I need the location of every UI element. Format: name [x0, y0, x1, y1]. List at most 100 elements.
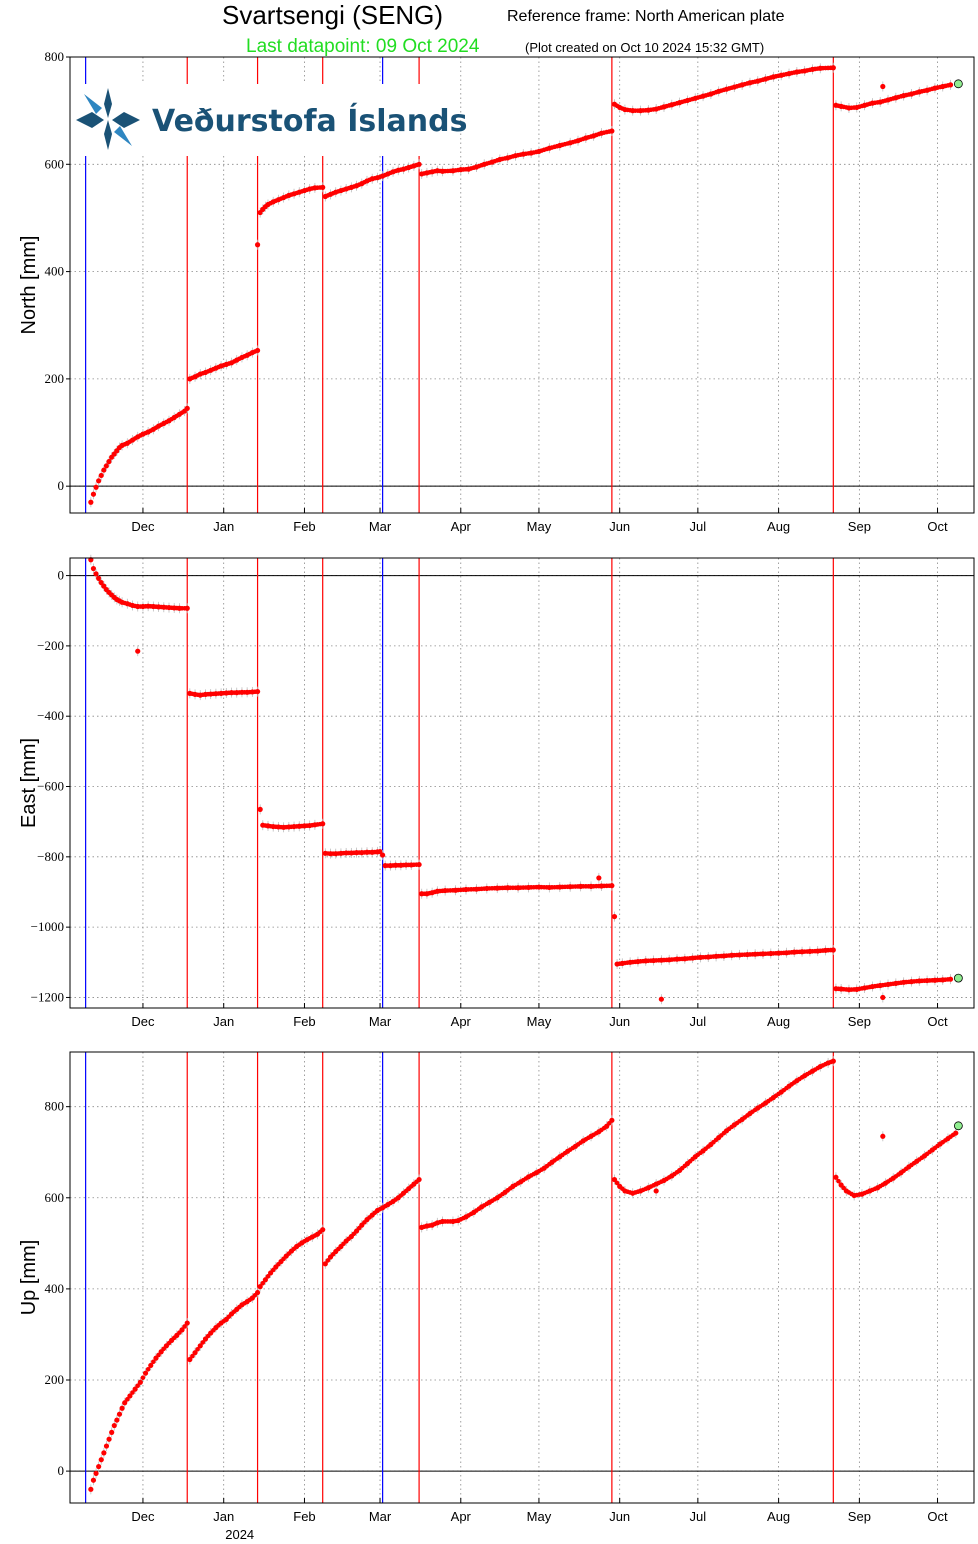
x-tick-label: Jul: [690, 1014, 707, 1029]
data-point: [254, 688, 261, 695]
data-point: [257, 806, 263, 812]
data-point: [254, 347, 261, 354]
last-datapoint-label: Last datapoint: 09 Oct 2024: [246, 36, 480, 57]
y-tick-label: −800: [37, 849, 64, 864]
data-point: [260, 1280, 266, 1286]
data-point: [254, 1289, 261, 1296]
data-point: [132, 1386, 138, 1392]
plot-frame: [69, 56, 975, 514]
data-point: [135, 1383, 141, 1388]
y-tick-label: 600: [45, 1190, 65, 1205]
y-tick-label: 400: [45, 1281, 65, 1296]
data-point: [98, 472, 104, 479]
data-point: [119, 1405, 125, 1411]
data-point: [257, 1284, 263, 1290]
x-tick-label: Mar: [369, 519, 392, 534]
y-tick-label: 800: [45, 1099, 65, 1114]
x-tick-label: Apr: [451, 1014, 472, 1029]
data-point: [93, 484, 99, 490]
x-tick-label: Dec: [131, 1509, 155, 1524]
x-tick-label: Sep: [848, 519, 871, 534]
data-point: [380, 852, 386, 858]
data-point: [200, 1340, 206, 1345]
data-point: [116, 1411, 123, 1417]
data-point: [953, 1130, 959, 1136]
y-tick-label: −600: [37, 779, 64, 794]
x-tick-label: Sep: [848, 1014, 871, 1029]
y-tick-label: −200: [37, 638, 64, 653]
data-point: [88, 1486, 94, 1492]
data-point: [320, 184, 326, 190]
chart-panel-up: 0 200 400 600 800 Dec Jan Feb Mar Apr May Jun Jul Aug…: [18, 1051, 975, 1542]
data-point: [880, 1133, 886, 1139]
data-point: [609, 883, 615, 889]
data-point: [880, 83, 886, 90]
data-point: [658, 996, 664, 1002]
x-tick-label: Aug: [767, 1014, 790, 1029]
x-tick-label: Jul: [690, 519, 707, 534]
x-tick-label: Mar: [369, 1509, 392, 1524]
y-tick-label: 600: [45, 156, 65, 171]
data-point: [830, 65, 836, 71]
last-data-point: [953, 973, 963, 983]
data-point: [90, 1477, 97, 1483]
data-point: [90, 565, 97, 572]
y-tick-label: 800: [45, 49, 65, 64]
data-point: [830, 947, 836, 953]
reference-frame-label: Reference frame: North American plate: [507, 8, 785, 25]
data-point: [614, 1180, 620, 1186]
x-tick-label: Jan: [213, 1509, 234, 1524]
x-tick-label: Jun: [609, 1509, 630, 1524]
x-tick-label: Feb: [293, 1014, 315, 1029]
x-tick-label: Aug: [767, 519, 790, 534]
data-point: [947, 82, 954, 88]
plot-frame: [69, 1051, 975, 1504]
x-tick-label: Feb: [293, 519, 315, 534]
data-point: [135, 648, 141, 654]
data-point: [416, 161, 422, 167]
plot-created-label: (Plot created on Oct 10 2024 15:32 GMT): [525, 40, 765, 55]
last-data-point: [953, 1121, 963, 1131]
x-tick-label: Aug: [767, 1509, 790, 1524]
data-point: [106, 1436, 112, 1442]
data-point: [182, 1324, 187, 1329]
x-tick-label: Dec: [131, 1014, 155, 1029]
x-tick-label: Feb: [293, 1509, 315, 1524]
x-tick-label: Apr: [451, 1509, 472, 1524]
x-tick-label: Mar: [369, 1014, 392, 1029]
x-tick-label: Jun: [609, 1014, 630, 1029]
data-point: [140, 1375, 146, 1381]
data-point: [596, 875, 602, 881]
logo-text: Veðurstofa Íslands: [152, 103, 467, 139]
data-point: [179, 1327, 185, 1333]
data-point: [262, 1277, 268, 1283]
data-point: [101, 467, 107, 473]
x-tick-label: Oct: [927, 519, 948, 534]
data-point: [609, 1117, 615, 1123]
data-point: [103, 1443, 110, 1449]
data-point: [195, 1346, 200, 1352]
logo-emblem-icon: [76, 88, 140, 150]
y-tick-label: 200: [45, 371, 65, 386]
y-axis-label: Up [mm]: [18, 1240, 40, 1316]
data-point: [90, 491, 97, 497]
y-tick-label: 0: [58, 1463, 65, 1478]
x-tick-label: Dec: [131, 519, 155, 534]
data-point: [96, 478, 102, 484]
data-point: [609, 128, 615, 134]
x-tick-label: Oct: [927, 1509, 948, 1524]
data-point: [142, 1370, 149, 1376]
data-point: [653, 1188, 659, 1194]
x-tick-label: Jun: [609, 519, 630, 534]
data-point: [416, 1176, 422, 1183]
x-tick-label: May: [527, 519, 552, 534]
x-tick-label: May: [527, 1014, 552, 1029]
data-point: [103, 463, 110, 469]
data-point: [114, 1417, 120, 1423]
data-point: [122, 1400, 128, 1406]
data-point: [109, 1429, 115, 1435]
x-tick-label: Oct: [927, 1014, 948, 1029]
data-point: [320, 821, 326, 827]
y-tick-label: −400: [37, 708, 64, 723]
data-point: [320, 1227, 326, 1233]
